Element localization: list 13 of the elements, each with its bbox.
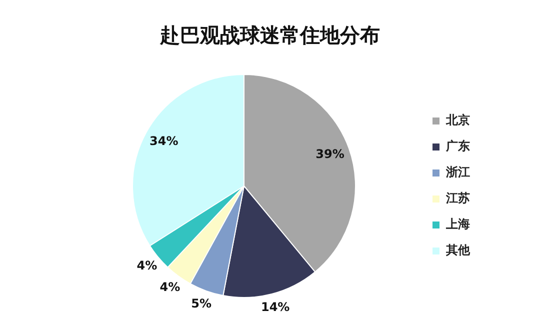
legend-label: 上海 <box>445 217 470 232</box>
legend-label: 浙江 <box>445 165 470 180</box>
legend-label: 北京 <box>445 113 470 128</box>
chart-title: 赴巴观战球迷常住地分布 <box>158 22 381 49</box>
data-label: 34% <box>150 134 178 148</box>
data-label: 39% <box>316 147 344 162</box>
data-label: 5% <box>191 296 212 311</box>
data-label: 4% <box>136 258 158 272</box>
legend-label: 江苏 <box>445 191 470 206</box>
data-label: 14% <box>260 300 290 314</box>
legend-label: 其他 <box>445 243 471 258</box>
legend-label: 广东 <box>445 139 470 154</box>
data-label: 4% <box>160 280 180 294</box>
